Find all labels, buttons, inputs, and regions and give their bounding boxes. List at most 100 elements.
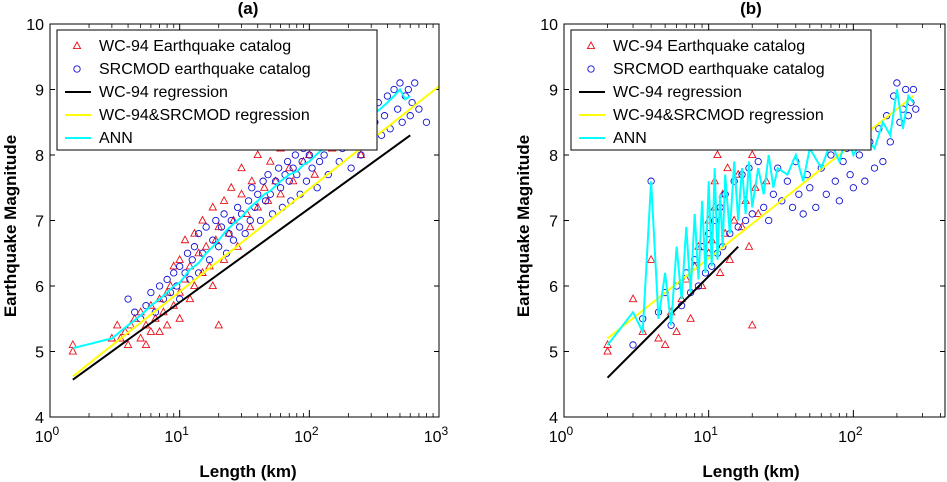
panel-a-srcmod-point [246, 216, 254, 225]
panel-a-combined-regression-line [72, 85, 440, 378]
panel-b-srcmod-point [822, 190, 830, 198]
panel-b-srcmod-point [909, 85, 918, 94]
panel-a-srcmod-point [289, 164, 297, 172]
panel-a-srcmod-point [275, 164, 283, 172]
panel-a-wc94-point [271, 176, 281, 185]
panel-a-wc94-point [214, 222, 224, 231]
panel-a-legend-box [56, 29, 378, 151]
panel-b-srcmod-point [902, 85, 910, 94]
panel-a-srcmod-point [183, 249, 192, 257]
panel-b-srcmod-point [835, 197, 843, 205]
panel-a-srcmod-point [229, 236, 238, 244]
panel-a-legend: WC-94 Earthquake catalog SRCMOD earthquak… [56, 29, 378, 151]
panel-b-srcmod-point [765, 216, 773, 225]
panel-a-srcmod-point [151, 308, 160, 316]
panel-a-wc94-point [208, 202, 218, 211]
panel-a-srcmod-point [176, 262, 184, 270]
panel-a-legend-label: WC-94 Earthquake catalog [99, 38, 291, 55]
panel-a-wc94-point [198, 215, 207, 224]
panel-b-legend-label: ANN [613, 130, 647, 147]
panel-a-legend-triangle-icon [72, 41, 82, 50]
panel-b-xtick-label: 100 [549, 424, 574, 446]
panel-b-srcmod-point [769, 190, 778, 198]
panel-b-srcmod-point [795, 190, 803, 198]
panel-a-ylabel: Earthquake Magnitude [1, 135, 20, 317]
panel-b-srcmod-point [788, 203, 797, 212]
panel-b-ytick-label: 7 [549, 214, 558, 231]
panel-a-srcmod-point [305, 151, 313, 159]
panel-a-wc94-point [284, 163, 294, 172]
panel-a: (a) Earthquake Magnitude Length (km) 4 5 6… [1, 0, 449, 481]
panel-b-srcmod-point [754, 157, 762, 166]
panel-a-srcmod-point [261, 197, 270, 205]
panel-a-xtick-label: 101 [164, 424, 189, 446]
panel-a-ytick-label: 7 [35, 214, 44, 231]
panel-a-srcmod-point [264, 170, 272, 179]
panel-b-ytick-label: 6 [549, 279, 558, 296]
panel-a-srcmod-point [285, 177, 293, 185]
panel-b-srcmod-point [817, 164, 825, 172]
panel-a-wc94-point [208, 281, 218, 290]
panel-b-axes-frame [563, 23, 946, 418]
panel-a-srcmod-point [324, 170, 332, 179]
panel-a-wc94-point [155, 326, 164, 335]
panel-a-wc94-point [237, 163, 246, 172]
panel-a-wc94-point [276, 189, 285, 198]
panel-b-srcmod-point [778, 197, 786, 205]
panel-b-wc94-point [628, 294, 638, 303]
panel-a-ytick-label: 9 [35, 83, 44, 100]
panel-a-srcmod-point [235, 223, 244, 231]
panel-a-wc94-point [136, 333, 145, 342]
panel-a-srcmod-point [422, 118, 431, 126]
panel-a-srcmod-point [131, 308, 139, 316]
panel-b-wc94-point [737, 222, 747, 231]
panel-b-wc94-point [660, 340, 670, 348]
panel-b-legend-circle-icon [587, 65, 595, 73]
panel-b-wc94-point [723, 163, 732, 172]
panel-a-wc94-point [190, 281, 199, 290]
panel-b-wc94-point [646, 254, 656, 263]
panel-a-wc94-point [356, 150, 366, 159]
panel-b-legend-label: WC-94 Earthquake catalog [613, 38, 805, 55]
panel-a-legend-label: WC-94 regression [99, 84, 228, 101]
panel-a-srcmod-point [217, 223, 226, 231]
panel-a-wc94-point [141, 340, 151, 348]
panel-a-srcmod-point [404, 85, 412, 94]
panel-a-srcmod-point [225, 229, 233, 238]
panel-a-srcmod-point [347, 164, 355, 172]
panel-b-legend-label: WC-94 regression [613, 84, 742, 101]
panel-a-srcmod-point [408, 98, 416, 107]
panel-a-wc94-point [265, 156, 275, 165]
panel-b-srcmod-point [760, 203, 768, 212]
panel-b-srcmod-point [870, 164, 879, 172]
panel-a-wc94-point [180, 235, 190, 244]
panel-a-srcmod-point [380, 112, 389, 120]
panel-a-srcmod-point [415, 105, 423, 113]
panel-a-srcmod-point [194, 229, 203, 238]
panel-a-srcmod-point [406, 112, 414, 120]
panel-a-srcmod-point [320, 151, 328, 159]
panel-b-srcmod-point [886, 138, 894, 146]
panel-a-wc94-point [169, 261, 179, 270]
panel-a-xtick-label: 103 [424, 424, 449, 446]
panel-b-srcmod-point [861, 177, 869, 185]
panel-a-srcmod-point [188, 256, 196, 264]
panel-a-srcmod-point [205, 256, 214, 264]
panel-b-srcmod-point [846, 170, 854, 179]
panel-a-axes-frame [49, 23, 440, 418]
panel-a-wc94-point [123, 340, 133, 348]
panel-a-wc94-point [310, 169, 320, 178]
panel-b-wc94-point [672, 326, 681, 335]
panel-b-srcmod-point [629, 341, 637, 349]
panel-a-legend-label: ANN [99, 130, 133, 147]
panel-a-srcmod-point [233, 203, 242, 212]
panel-a-wc94-point [175, 313, 185, 322]
panel-a-srcmod-point [248, 184, 256, 192]
panel-a-wc94-point [162, 320, 172, 329]
panel-a-wc94-point [237, 189, 246, 198]
panel-a-wc94-point [253, 202, 263, 211]
panel-b-wc94-point [677, 294, 686, 303]
panel-a-wc94-point [226, 182, 236, 191]
panel-b-legend-triangle-icon [586, 41, 596, 50]
